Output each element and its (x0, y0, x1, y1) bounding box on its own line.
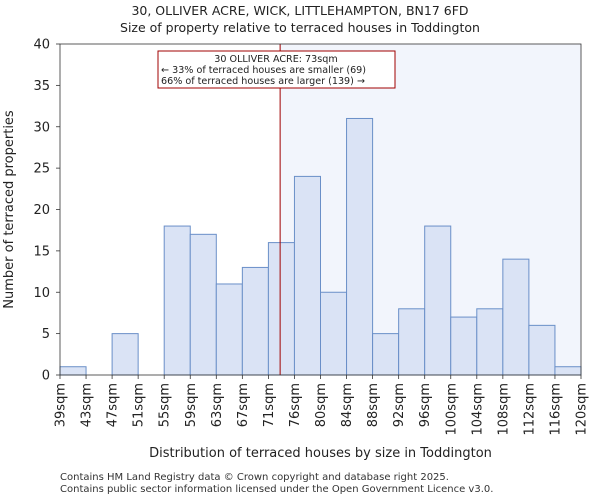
chart-subtitle: Size of property relative to terraced ho… (120, 20, 480, 35)
x-tick-label: 76sqm (288, 383, 303, 427)
x-tick-label: 55sqm (158, 383, 173, 427)
x-tick-label: 88sqm (366, 383, 381, 427)
bar-55sqm (163, 225, 191, 376)
x-tick-label: 100sqm (444, 383, 459, 436)
x-tick-label: 116sqm (548, 383, 563, 436)
bar-108sqm (502, 258, 530, 376)
x-tick-label: 43sqm (80, 383, 95, 427)
x-tick-label: 39sqm (54, 383, 69, 427)
y-tick-label: 15 (33, 244, 50, 259)
bar-88sqm (372, 333, 400, 376)
x-tick-label: 92sqm (392, 383, 407, 427)
x-tick-label: 80sqm (314, 383, 329, 427)
x-tick-label: 63sqm (210, 383, 225, 427)
y-tick-label: 25 (33, 162, 50, 177)
bar-76sqm (293, 175, 322, 376)
bar-47sqm (111, 333, 139, 376)
bar-39sqm (59, 366, 87, 376)
annotation-line-2: ← 33% of terraced houses are smaller (69… (161, 65, 366, 76)
y-tick-label: 0 (42, 369, 50, 384)
x-tick-label: 71sqm (262, 383, 277, 427)
annotation-box (157, 50, 396, 89)
bar-92sqm (398, 308, 426, 376)
annotation-line-3: 66% of terraced houses are larger (139) … (161, 76, 365, 87)
annotation-line-1: 30 OLLIVER ACRE: 73sqm (214, 54, 337, 65)
bar-100sqm (450, 316, 478, 376)
y-tick-label: 20 (33, 203, 50, 218)
x-tick-label: 104sqm (470, 383, 485, 436)
bar-104sqm (476, 308, 504, 376)
chart-title: 30, OLLIVER ACRE, WICK, LITTLEHAMPTON, B… (131, 3, 469, 18)
bar-84sqm (346, 117, 374, 376)
y-tick-label: 5 (42, 327, 50, 342)
bar-116sqm (554, 366, 582, 376)
x-tick-label: 108sqm (496, 383, 511, 436)
x-tick-label: 67sqm (236, 383, 251, 427)
bar-59sqm (189, 233, 217, 376)
y-tick-label: 30 (33, 120, 50, 135)
y-axis-label: Number of terraced properties (2, 110, 17, 309)
x-tick-label: 59sqm (184, 383, 199, 427)
bar-96sqm (424, 225, 452, 376)
footer-copyright: Contains HM Land Registry data © Crown c… (60, 472, 449, 483)
histogram-chart: 0 5 10 15 20 25 30 35 40 39sqm 43sqm 47sqm 51sqm 55s… (2, 38, 590, 462)
footer-licence: Contains public sector information licen… (60, 484, 494, 495)
bar-80sqm (320, 291, 348, 376)
x-tick-label: 47sqm (106, 383, 121, 427)
x-tick-label: 84sqm (340, 383, 355, 427)
x-tick-label: 112sqm (522, 383, 537, 436)
x-axis-label: Distribution of terraced houses by size … (149, 446, 492, 461)
y-tick-label: 10 (33, 286, 50, 301)
y-tick-label: 40 (33, 38, 50, 53)
bar-112sqm (528, 324, 556, 376)
y-tick-label: 35 (33, 79, 50, 94)
marker-annotation: 30 OLLIVER ACRE: 73sqm ← 33% of terraced… (157, 50, 396, 89)
bar-71sqm (267, 242, 295, 376)
x-tick-label: 51sqm (132, 383, 147, 427)
x-tick-label: 96sqm (418, 383, 433, 427)
x-tick-label: 120sqm (575, 383, 590, 436)
bar-67sqm (241, 266, 269, 376)
bar-63sqm (215, 283, 243, 376)
